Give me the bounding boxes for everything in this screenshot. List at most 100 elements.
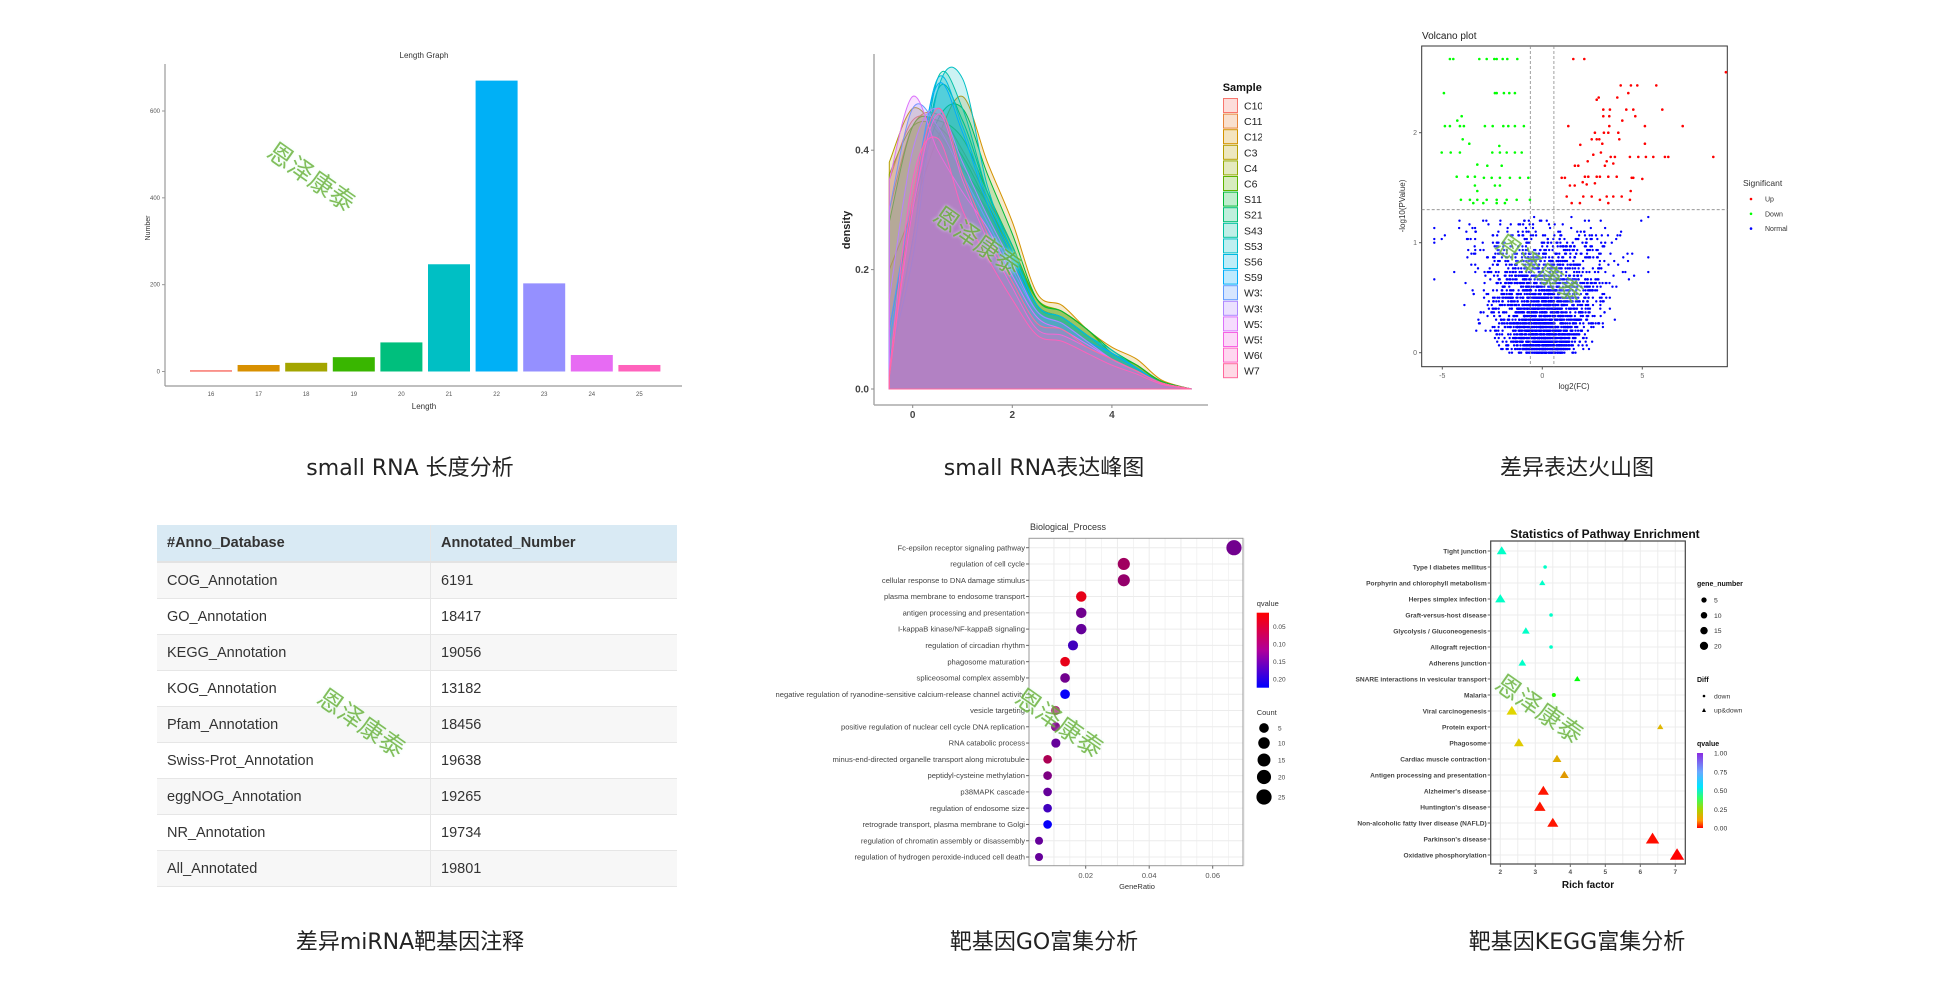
point-normal <box>1531 267 1534 270</box>
point-normal <box>1589 322 1593 325</box>
cell-database: Pfam_Annotation <box>157 706 431 743</box>
point-normal <box>1523 274 1526 277</box>
point-normal <box>1599 314 1602 318</box>
point-up <box>1602 131 1606 134</box>
point-normal <box>1527 256 1530 259</box>
point-normal <box>1589 226 1593 230</box>
point-normal <box>1566 267 1570 270</box>
point-normal <box>1551 303 1554 307</box>
point-normal <box>1560 311 1563 314</box>
point-down <box>1476 189 1479 193</box>
table-row: NR_Annotation 19734 <box>157 814 677 851</box>
point-normal <box>1541 278 1544 281</box>
point-normal <box>1503 322 1506 325</box>
point-normal <box>1558 281 1562 285</box>
point-normal <box>1544 314 1547 318</box>
point-normal <box>1498 296 1501 299</box>
point-normal <box>1598 259 1602 263</box>
legend-tick-label: 25 <box>1278 795 1286 802</box>
point-normal <box>1539 281 1542 285</box>
point-normal <box>1581 270 1584 274</box>
term-label: regulation of cell cycle <box>950 560 1025 569</box>
point-normal <box>1531 256 1535 259</box>
point-normal <box>1499 281 1502 285</box>
point-down <box>1483 124 1487 128</box>
point-up <box>1617 131 1620 134</box>
column-header: Annotated_Number <box>430 525 677 563</box>
point-normal <box>1533 278 1536 281</box>
point-up <box>1583 175 1587 178</box>
point-normal <box>1485 256 1489 259</box>
point-normal <box>1523 322 1526 325</box>
point-normal <box>1558 292 1561 296</box>
point-normal <box>1595 285 1599 288</box>
point-normal <box>1565 278 1568 281</box>
point-normal <box>1552 278 1556 281</box>
point-normal <box>1565 303 1569 307</box>
point-normal <box>1532 285 1535 288</box>
point-normal <box>1508 307 1511 310</box>
point-normal <box>1534 274 1538 277</box>
point-normal <box>1579 318 1583 321</box>
point-normal <box>1482 296 1486 299</box>
term-bubble <box>1076 591 1087 602</box>
point-normal <box>1543 259 1546 263</box>
point-normal <box>1524 248 1528 252</box>
point-normal <box>1525 347 1528 351</box>
legend-key <box>1223 332 1238 347</box>
legend-key <box>1223 129 1238 145</box>
point-up <box>1601 142 1604 145</box>
point-normal <box>1528 289 1531 292</box>
point-normal <box>1501 329 1504 332</box>
pathway-point-updown <box>1559 770 1569 778</box>
pathway-point-down <box>1549 613 1553 617</box>
x-axis-label: log2(FC) <box>1558 382 1589 391</box>
point-normal <box>1551 351 1554 354</box>
point-normal <box>1526 325 1530 329</box>
legend-tick-label: 0.00 <box>1714 826 1727 833</box>
y-tick-label: 0 <box>157 370 161 376</box>
legend-label: S59 <box>1244 272 1263 284</box>
point-normal <box>1547 300 1550 303</box>
point-normal <box>1547 292 1550 296</box>
point-normal <box>1503 303 1506 307</box>
x-tick-label: 0.02 <box>1078 871 1093 880</box>
point-normal <box>1539 322 1542 325</box>
point-up <box>1595 175 1598 178</box>
point-normal <box>1510 263 1513 266</box>
point-normal <box>1514 256 1517 259</box>
point-normal <box>1518 340 1522 343</box>
point-up <box>1652 155 1655 159</box>
point-down <box>1527 176 1530 180</box>
point-normal <box>1581 281 1584 285</box>
pathway-label: SNARE interactions in vesicular transpor… <box>1356 676 1488 683</box>
point-normal <box>1566 322 1569 325</box>
point-down <box>1458 124 1462 128</box>
point-normal <box>1592 256 1595 259</box>
table-row: KEGG_Annotation 19056 <box>157 634 677 671</box>
point-normal <box>1567 318 1570 321</box>
point-normal <box>1511 303 1514 307</box>
point-normal <box>1517 347 1521 351</box>
legend-tick-label: 20 <box>1714 643 1722 650</box>
point-normal <box>1581 259 1585 263</box>
legend-tick-label: 5 <box>1714 598 1718 605</box>
point-normal <box>1548 336 1552 340</box>
bar-20 <box>380 342 423 372</box>
point-normal <box>1500 252 1503 255</box>
y-tick-label: 0 <box>1413 350 1417 357</box>
x-tick-label: 19 <box>350 392 357 398</box>
point-normal <box>1564 252 1568 255</box>
point-up <box>1609 155 1612 159</box>
point-normal <box>1618 234 1622 237</box>
point-normal <box>1611 285 1614 288</box>
point-normal <box>1560 333 1564 336</box>
point-normal <box>1577 344 1580 347</box>
x-tick-label: 6 <box>1638 869 1642 876</box>
point-normal <box>1615 237 1618 241</box>
point-normal <box>1562 344 1565 347</box>
point-normal <box>1548 226 1552 230</box>
point-normal <box>1600 267 1603 270</box>
term-bubble <box>1051 738 1061 748</box>
point-up <box>1607 201 1610 205</box>
